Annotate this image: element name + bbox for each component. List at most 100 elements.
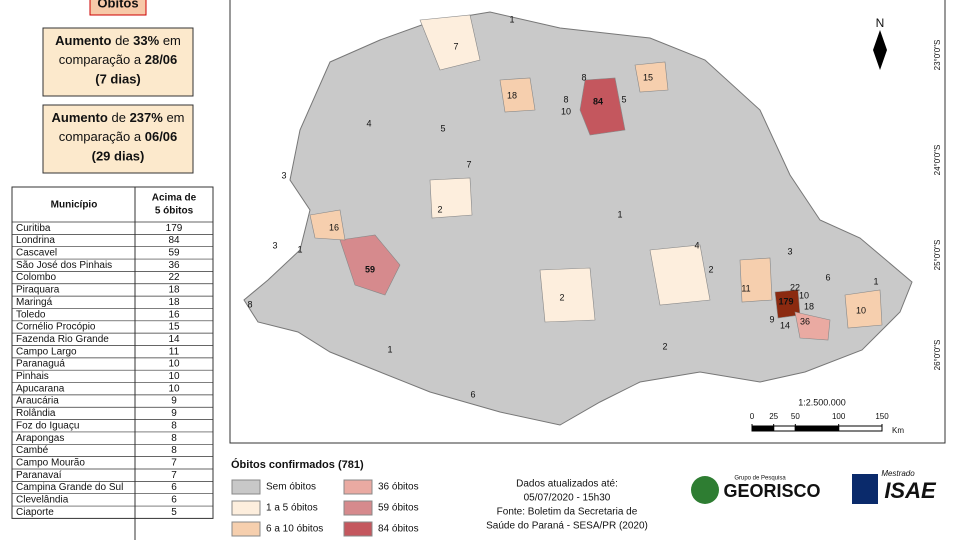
table-cell: 59: [168, 248, 180, 259]
table-cell: 22: [168, 272, 180, 283]
map-label: 7: [466, 159, 471, 169]
map-label: 8: [247, 299, 252, 309]
table-cell: Campo Mourão: [16, 457, 85, 468]
title-tag: [89, 0, 147, 16]
map-label: 1: [873, 276, 878, 286]
table-cell: 9: [171, 408, 177, 419]
legend-title: Óbitos confirmados (781): [231, 458, 364, 471]
municipality-highlights: [309, 14, 883, 341]
table-cell: Cascavel: [16, 248, 57, 259]
map-label: 4: [694, 240, 699, 250]
legend-label: Sem óbitos: [266, 482, 316, 493]
table-cell: Pinhais: [16, 371, 49, 382]
source-line: Saúde do Paraná - SESA/PR (2020): [486, 521, 648, 532]
table-cell: Toledo: [16, 309, 46, 320]
latitude-label: 24°0'0"S: [933, 145, 942, 176]
table-cell: 10: [168, 383, 180, 394]
georisco-caption: Grupo de Pesquisa: [734, 476, 786, 482]
table-cell: 18: [168, 297, 180, 308]
table-cell: 8: [171, 445, 177, 456]
summary-line: comparação a 06/06: [59, 129, 178, 144]
summary-comparison: comparação a: [59, 129, 142, 144]
map-label: 2: [437, 204, 442, 214]
parana-outline: [243, 11, 913, 426]
map-label: 59: [365, 264, 375, 274]
map-label: 5: [621, 94, 626, 104]
map-label: 10: [799, 290, 809, 300]
legend-swatch: [231, 479, 261, 495]
summary-prep: de: [115, 33, 129, 48]
table-cell: 14: [168, 334, 180, 345]
legend-swatch: [343, 521, 373, 537]
map-label: 10: [856, 305, 866, 315]
scale-segment: [838, 425, 883, 432]
map-label: 9: [769, 314, 774, 324]
map-label: 179: [778, 296, 793, 306]
map-label: 18: [507, 90, 517, 100]
table-cell: Paranavaí: [16, 470, 62, 481]
map-label: 8: [581, 72, 586, 82]
map-label: 14: [780, 320, 790, 330]
map-label: 2: [662, 341, 667, 351]
map-label: 8: [563, 94, 568, 104]
map-label: 15: [643, 72, 653, 82]
summary-word: Aumento: [55, 33, 111, 48]
table-frame: [11, 186, 214, 519]
table-cell: 9: [171, 396, 177, 407]
table-cell: 5: [171, 507, 177, 518]
table-cell: 16: [168, 309, 180, 320]
isae-logo: [852, 474, 878, 504]
map-label: 7: [453, 41, 458, 51]
table-cell: Piraquara: [16, 285, 60, 296]
map-label: 36: [800, 316, 810, 326]
table-cell: 11: [169, 346, 180, 357]
table-cell: Colombo: [16, 272, 56, 283]
north-arrow: [873, 30, 887, 70]
table-cell: Ciaporte: [16, 507, 54, 518]
table-cell: Arapongas: [16, 433, 64, 444]
table-header: Acima de: [152, 193, 197, 204]
title: Óbitos: [97, 0, 138, 10]
summary-date: 06/06: [145, 129, 178, 144]
source-line: Dados atualizados até:: [516, 479, 618, 490]
latitude-label: 26°0'0"S: [933, 340, 942, 371]
north-label: N: [876, 16, 885, 30]
scale-tick-label: 50: [791, 412, 800, 421]
table-cell: Foz do Iguaçu: [16, 420, 79, 431]
summary-box: [42, 27, 194, 97]
summary-line: Aumento de 237% em: [52, 110, 185, 125]
georisco-logo: [691, 476, 719, 504]
table-cell: Campina Grande do Sul: [16, 482, 123, 493]
legend-swatch: [343, 500, 373, 516]
summary-comparison: comparação a: [59, 52, 142, 67]
table-cell: Campo Largo: [16, 346, 77, 357]
isae-caption: Mestrado: [881, 469, 915, 478]
table-cell: Curitiba: [16, 223, 51, 234]
map-label: 1: [509, 14, 514, 24]
table-cell: Clevelândia: [16, 495, 69, 506]
table-cell: 179: [166, 223, 183, 234]
summary-period: (7 dias): [95, 71, 141, 86]
table-cell: 10: [168, 359, 180, 370]
latitude-label: 23°0'0"S: [933, 40, 942, 71]
map-label: 6: [825, 272, 830, 282]
isae-name: ISAE: [884, 478, 937, 503]
legend-label: 36 óbitos: [378, 482, 419, 493]
map-label: 16: [329, 222, 339, 232]
summary-suffix: em: [163, 33, 181, 48]
source-line: 05/07/2020 - 15h30: [524, 493, 611, 504]
table-cell: Fazenda Rio Grande: [16, 334, 109, 345]
summary-date: 28/06: [145, 52, 178, 67]
table-cell: 8: [171, 420, 177, 431]
map-label: 18: [804, 301, 814, 311]
source-line: Fonte: Boletim da Secretaria de: [497, 507, 638, 518]
scale-unit: Km: [892, 426, 904, 435]
table-cell: 6: [171, 482, 177, 493]
map-label: 22: [790, 282, 800, 292]
summary-prep: de: [111, 110, 125, 125]
summary-line: comparação a 28/06: [59, 52, 178, 67]
map-label: 1: [387, 344, 392, 354]
table-cell: São José dos Pinhais: [16, 260, 112, 271]
map-label: 4: [366, 118, 371, 128]
legend-label: 6 a 10 óbitos: [266, 524, 323, 535]
